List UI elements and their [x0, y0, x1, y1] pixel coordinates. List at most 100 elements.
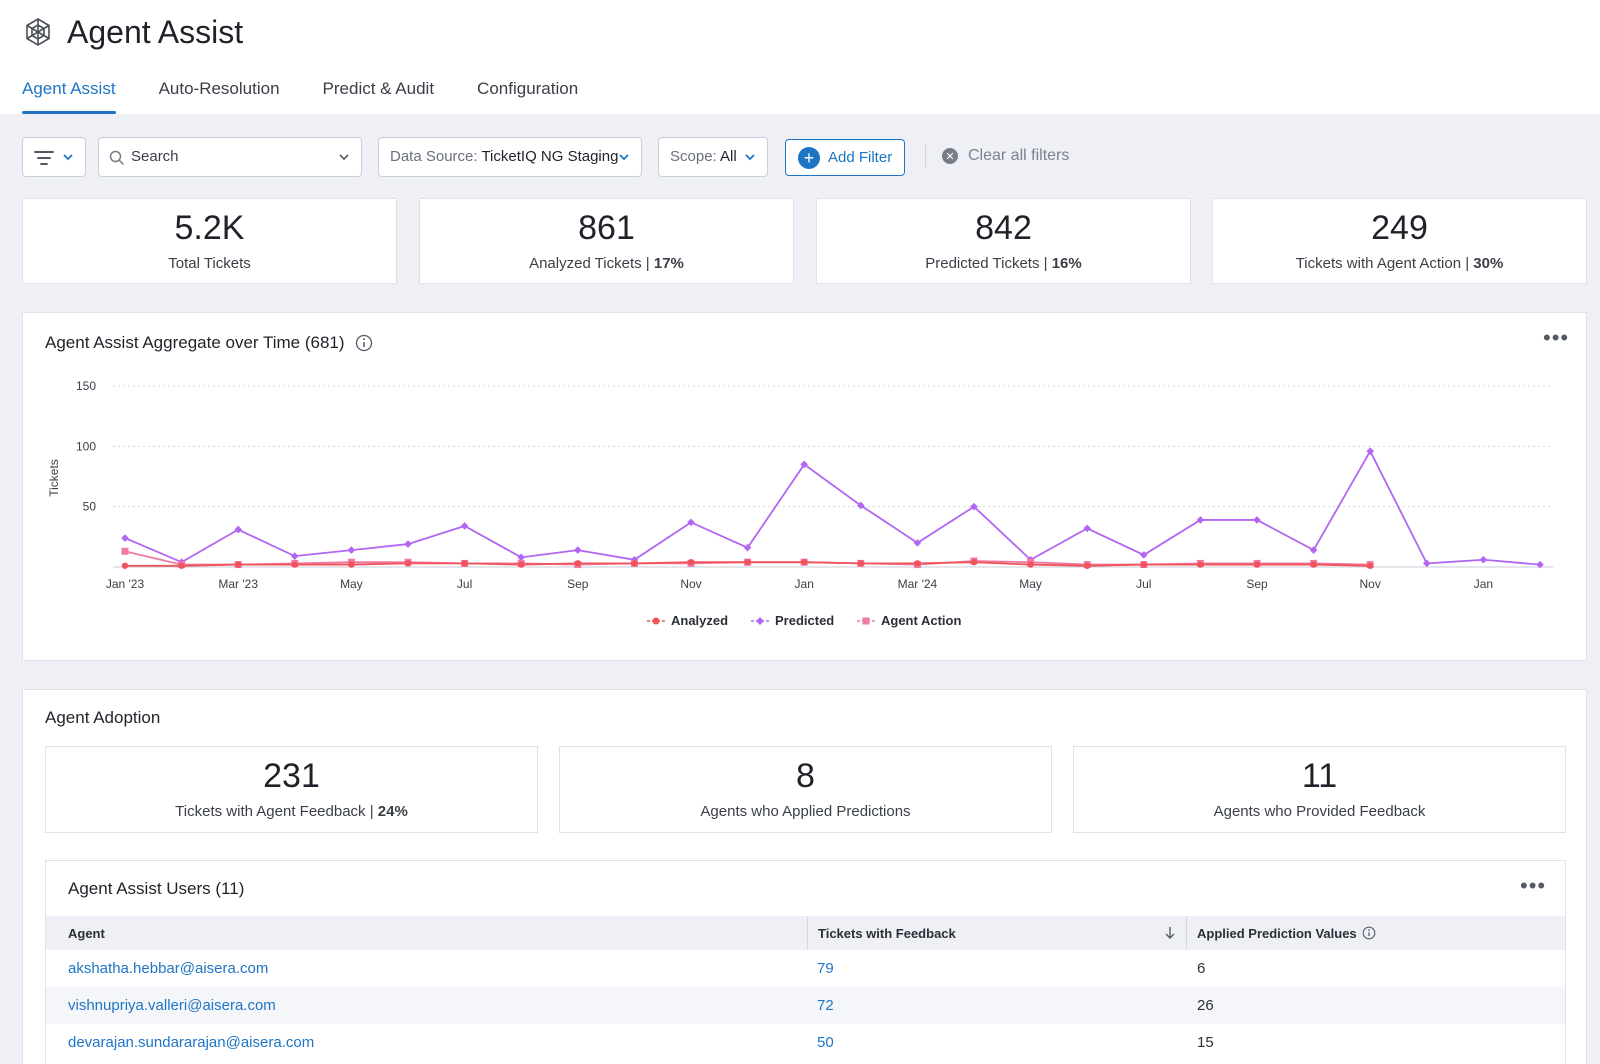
data-point: [743, 543, 752, 552]
chart-panel: Agent Assist Aggregate over Time (681) •…: [22, 312, 1587, 661]
add-filter-button[interactable]: + Add Filter: [785, 139, 905, 176]
tab-auto-resolution[interactable]: Auto-Resolution: [158, 79, 280, 98]
data-point: [1140, 561, 1148, 568]
legend-marker: [862, 617, 870, 625]
agent-email-link[interactable]: akshatha.hebbar@aisera.com: [68, 960, 269, 977]
column-header-applied-prediction-values[interactable]: Applied Prediction Values: [1187, 916, 1563, 950]
tab-agent-assist[interactable]: Agent Assist: [22, 78, 116, 114]
stat-value: 842: [975, 209, 1032, 247]
stat-card-analyzed-tickets: 861 Analyzed Tickets | 17%: [419, 198, 794, 284]
x-tick-label: Mar '24: [898, 577, 938, 591]
line-chart: 50 100 150 Tickets Jan '23 Mar '23 May Jul Sep No…: [47, 379, 1553, 628]
data-point: [404, 540, 412, 548]
scope-value: All: [720, 148, 737, 165]
clear-all-filters-button[interactable]: ✕ Clear all filters: [942, 147, 1069, 165]
agent-users-table: Agent Tickets with Feedback Applied Pred…: [46, 916, 1565, 1061]
data-point: [744, 558, 751, 566]
agent-adoption-panel: Agent Adoption 231 Tickets with Agent Fe…: [22, 689, 1587, 1064]
close-circle-icon: ✕: [942, 148, 958, 164]
stat-value: 861: [578, 209, 635, 247]
search-icon: [109, 150, 125, 166]
column-header-agent[interactable]: Agent: [68, 925, 105, 941]
data-point: [857, 501, 865, 510]
stat-label: Agents who Applied Predictions: [700, 803, 911, 820]
feedback-count-link[interactable]: 79: [817, 960, 834, 977]
data-point: [970, 502, 978, 511]
data-point: [574, 546, 582, 554]
filter-bar: Search Data Source: TicketIQ NG Staging …: [22, 137, 1582, 177]
data-point: [574, 560, 581, 567]
agent-network-icon: [26, 18, 50, 46]
feedback-count-link[interactable]: 50: [817, 1034, 834, 1051]
chevron-down-icon: [63, 154, 73, 161]
agent-email-link[interactable]: vishnupriya.valleri@aisera.com: [68, 997, 276, 1014]
data-point: [1253, 516, 1261, 524]
y-tick-label: 50: [83, 500, 97, 514]
scope-select[interactable]: Scope: All: [658, 137, 768, 177]
stat-percent: 16%: [1051, 255, 1082, 272]
stat-value: 5.2K: [174, 209, 245, 247]
stat-percent: 24%: [377, 803, 408, 820]
search-input[interactable]: Search: [98, 137, 362, 177]
tab-predict-audit[interactable]: Predict & Audit: [322, 79, 435, 98]
legend-label: Agent Action: [881, 613, 961, 628]
data-point: [234, 525, 242, 534]
stat-label: Tickets with Agent Feedback | 24%: [175, 803, 408, 820]
stat-value: 11: [1301, 757, 1338, 795]
x-tick-label: May: [1019, 577, 1042, 591]
x-tick-label: Nov: [680, 577, 701, 591]
x-tick-label: Jan: [795, 577, 814, 591]
legend-label: Predicted: [775, 613, 834, 628]
data-point: [121, 534, 129, 542]
clear-all-filters-label: Clear all filters: [968, 147, 1070, 164]
data-point: [1310, 561, 1317, 568]
stat-card-predicted-tickets: 842 Predicted Tickets | 16%: [816, 198, 1191, 284]
y-axis-label: Tickets: [47, 459, 61, 497]
legend-marker: [756, 617, 764, 625]
sort-descending-icon[interactable]: [1164, 926, 1176, 940]
x-tick-label: Mar '23: [218, 577, 258, 591]
filter-menu-button[interactable]: [22, 137, 86, 177]
info-icon[interactable]: [355, 334, 373, 352]
data-point: [1140, 551, 1148, 559]
divider: [925, 145, 926, 169]
table-header: Agent Tickets with Feedback Applied Pred…: [46, 916, 1565, 950]
stat-label: Total Tickets: [168, 255, 251, 272]
stat-card-agent-action: 249 Tickets with Agent Action | 30%: [1212, 198, 1587, 284]
add-filter-label: Add Filter: [828, 149, 893, 166]
feedback-count-link[interactable]: 72: [817, 997, 834, 1014]
info-icon[interactable]: [1362, 926, 1376, 940]
data-source-select[interactable]: Data Source: TicketIQ NG Staging: [378, 137, 642, 177]
series-line-predicted: [124, 449, 1541, 566]
data-point: [970, 558, 978, 566]
data-source-value: TicketIQ NG Staging: [481, 148, 619, 165]
x-tick-label: Sep: [567, 577, 589, 591]
data-point: [1027, 561, 1034, 568]
column-header-tickets-with-feedback[interactable]: Tickets with Feedback: [807, 916, 1187, 950]
stat-label: Agents who Provided Feedback: [1213, 803, 1426, 820]
chevron-down-icon: [339, 154, 349, 161]
data-point: [461, 560, 468, 567]
agent-email-link[interactable]: devarajan.sundararajan@aisera.com: [68, 1034, 315, 1051]
x-tick-label: Sep: [1246, 577, 1268, 591]
data-point: [1253, 561, 1261, 568]
data-point: [1479, 555, 1488, 564]
table-row: devarajan.sundararajan@aisera.com 50 15: [46, 1024, 1565, 1061]
top-bar: Agent Assist Agent Assist Auto-Resolutio…: [0, 0, 1600, 114]
stat-card-applied-predictions: 8 Agents who Applied Predictions: [559, 746, 1052, 833]
chevron-down-icon: [619, 154, 629, 161]
more-options-button[interactable]: •••: [1520, 873, 1547, 898]
data-point: [291, 561, 298, 568]
applied-values: 6: [1197, 960, 1206, 977]
tab-configuration[interactable]: Configuration: [477, 79, 579, 98]
data-point: [800, 460, 808, 469]
stat-card-agent-feedback: 231 Tickets with Agent Feedback | 24%: [45, 746, 538, 833]
stat-percent: 17%: [653, 255, 684, 272]
data-point: [1366, 447, 1374, 455]
agent-users-table-panel: Agent Assist Users (11) ••• Agent Ticket…: [45, 860, 1566, 1064]
applied-values: 26: [1197, 997, 1214, 1014]
data-point: [913, 539, 922, 547]
data-point: [914, 560, 921, 567]
data-point: [1197, 561, 1204, 568]
data-point: [291, 552, 299, 560]
